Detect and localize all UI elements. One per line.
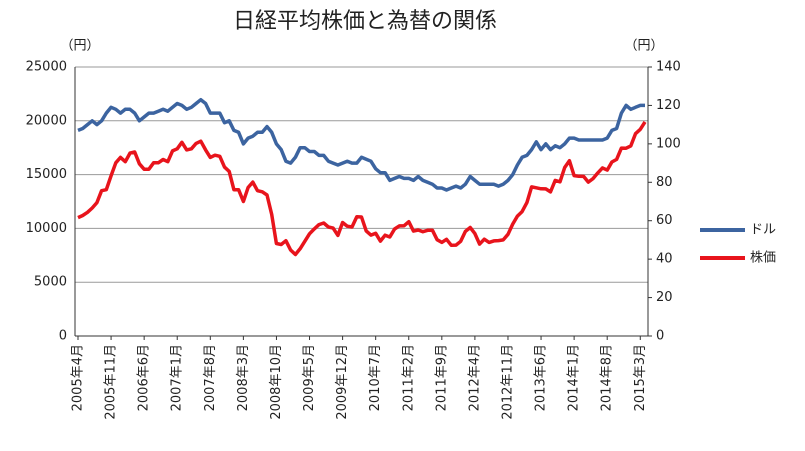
- y2-tick-label: 140: [656, 60, 681, 75]
- x-tick-label: 2014年8月: [600, 344, 615, 411]
- y2-tick-label: 60: [656, 213, 673, 228]
- y2-tick-label: 0: [656, 329, 664, 344]
- y2-tick-label: 100: [656, 136, 681, 151]
- chart-title: 日経平均株価と為替の関係: [233, 9, 497, 34]
- x-tick-label: 2009年12月: [335, 344, 350, 420]
- y2-tick-label: 40: [656, 252, 673, 267]
- x-tick-label: 2006年6月: [137, 344, 152, 411]
- x-tick-label: 2013年6月: [534, 344, 549, 411]
- y2-tick-label: 80: [656, 175, 673, 190]
- y-tick-label: 0: [59, 329, 67, 344]
- x-tick-label: 2009年5月: [302, 344, 317, 411]
- series-line: [77, 120, 647, 257]
- x-tick-label: 2011年9月: [434, 344, 449, 411]
- y2-tick-label: 120: [656, 98, 681, 113]
- y-tick-label: 5000: [34, 275, 67, 290]
- x-tick-label: 2008年10月: [269, 344, 284, 420]
- y-tick-label: 25000: [26, 60, 67, 75]
- x-tick-label: 2007年8月: [203, 344, 218, 411]
- y-tick-label: 10000: [26, 221, 67, 236]
- x-tick-label: 2012年11月: [500, 344, 515, 420]
- x-tick-label: 2008年3月: [236, 344, 251, 411]
- legend-label: ドル: [750, 223, 776, 238]
- y2-unit: （円）: [624, 39, 663, 54]
- x-tick-label: 2011年2月: [401, 344, 416, 411]
- y2-tick-label: 20: [656, 290, 673, 305]
- x-tick-label: 2007年1月: [170, 344, 185, 411]
- x-tick-label: 2012年4月: [467, 344, 482, 411]
- x-tick-label: 2005年4月: [71, 344, 86, 411]
- x-tick-label: 2005年11月: [104, 344, 119, 420]
- x-tick-label: 2014年1月: [567, 344, 582, 411]
- y-tick-label: 20000: [26, 113, 67, 128]
- y-unit: （円）: [60, 39, 99, 54]
- x-tick-label: 2010年7月: [368, 344, 383, 411]
- x-tick-label: 2015年3月: [633, 344, 648, 411]
- y-tick-label: 15000: [26, 167, 67, 182]
- series-line: [77, 97, 645, 192]
- legend-label: 株価: [750, 251, 776, 266]
